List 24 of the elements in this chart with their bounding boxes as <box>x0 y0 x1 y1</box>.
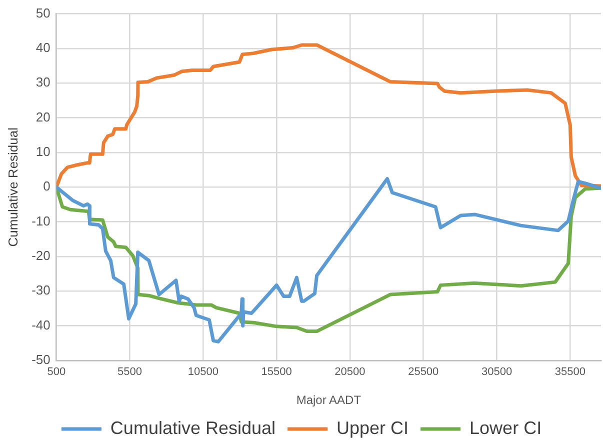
y-tick-label: 20 <box>36 109 50 124</box>
x-tick-label: 5500 <box>118 366 142 378</box>
y-tick-label: 0 <box>43 178 50 194</box>
x-tick-label: 500 <box>47 366 66 378</box>
x-tick-label: 25500 <box>408 366 439 378</box>
x-tick-label: 15500 <box>261 366 292 378</box>
legend-label: Upper CI <box>336 418 409 438</box>
legend-label: Cumulative Residual <box>110 418 276 438</box>
y-tick-label: 30 <box>36 74 50 90</box>
y-tick-label: -40 <box>32 317 50 332</box>
x-tick-label: 20500 <box>334 366 366 378</box>
x-tick-label: 35500 <box>554 366 586 378</box>
x-tick-label: 30500 <box>481 366 512 378</box>
x-tick-label: 10500 <box>188 366 218 378</box>
y-axis-title: Cumulative Residual <box>5 127 20 247</box>
y-tick-label: -50 <box>32 352 50 367</box>
y-tick-label: -20 <box>32 248 50 263</box>
y-tick-label: 50 <box>36 5 50 20</box>
y-tick-label: -30 <box>32 282 50 298</box>
y-tick-label: 40 <box>36 40 50 56</box>
legend-label: Lower CI <box>470 418 542 438</box>
x-axis-title: Major AADT <box>296 393 362 408</box>
y-tick-label: -10 <box>32 213 50 228</box>
y-tick-label: 10 <box>36 144 50 160</box>
